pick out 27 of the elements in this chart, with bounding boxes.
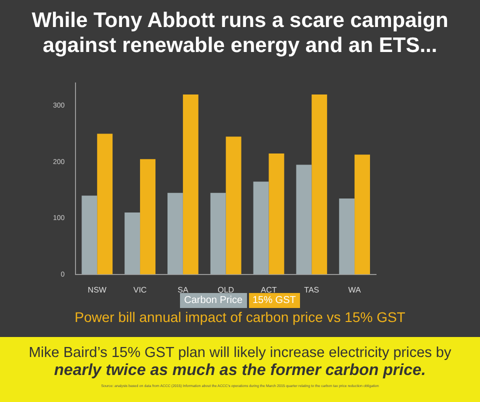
- bar: [268, 153, 284, 274]
- chart-title: While Tony Abbott runs a scare campaign against renewable energy and an ETS...: [30, 8, 450, 58]
- bar: [97, 134, 113, 274]
- bar: [167, 192, 183, 274]
- text: Power bill annual impact of carbon price vs 15% GST: [74, 309, 406, 325]
- bar: [124, 212, 140, 274]
- bar: [253, 182, 269, 274]
- text: Carbon Price: [180, 293, 246, 308]
- text: 15% GST: [248, 293, 300, 308]
- text: Mike Baird’s 15% GST plan will likely increase electricity prices by: [28, 345, 452, 361]
- bar: [226, 136, 242, 274]
- x-tick-label: TAS: [304, 285, 320, 294]
- bar: [296, 164, 312, 274]
- bar: [312, 94, 328, 274]
- bar: [140, 159, 156, 274]
- x-tick-label: SA: [178, 285, 189, 294]
- x-tick-label: NSW: [88, 285, 107, 294]
- bar: [82, 196, 98, 274]
- x-tick-label: QLD: [218, 285, 234, 294]
- bar: [339, 198, 355, 274]
- x-tick-label: WA: [348, 285, 362, 294]
- bar: [182, 94, 198, 274]
- text: nearly twice as much as the former carbon price.: [53, 362, 427, 380]
- bar: [354, 154, 370, 274]
- x-tick-label: VIC: [133, 285, 147, 294]
- x-tick-label: ACT: [260, 285, 277, 294]
- bar: [210, 192, 226, 274]
